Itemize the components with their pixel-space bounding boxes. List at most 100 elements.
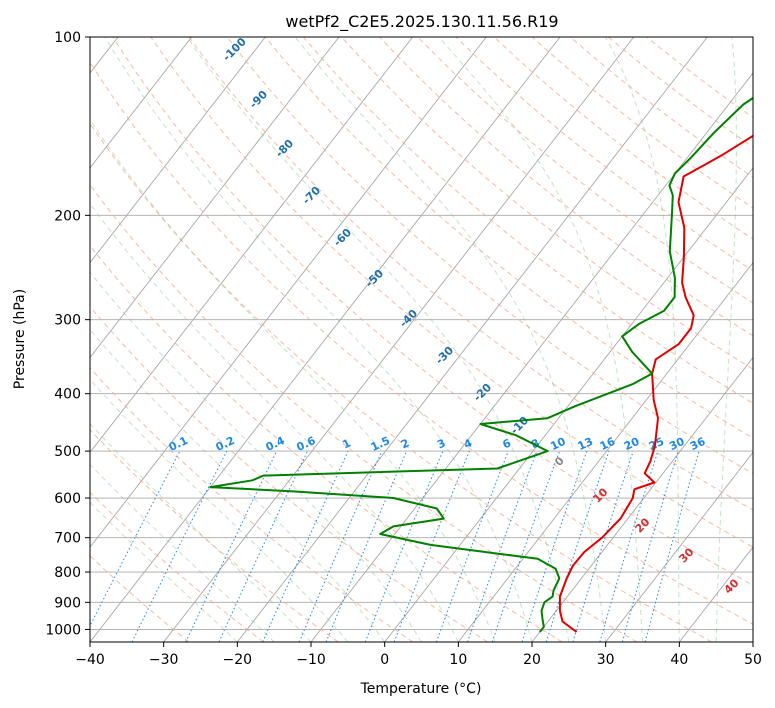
moist-adiabat-line (438, 37, 643, 642)
dry-adiabat-label: -20 (471, 381, 494, 404)
x-axis: −40 −30 −20 −10 0 10 20 30 40 50 (75, 642, 762, 668)
isotherm-line (531, 356, 753, 642)
dry-adiabat-line (188, 37, 753, 511)
dry-adiabat-line (608, 37, 753, 148)
isotherm-line (90, 37, 414, 454)
dry-adiabat-line (112, 37, 753, 586)
dry-adiabat-line (569, 37, 753, 178)
dry-adiabat-line (493, 37, 753, 240)
x-tick-label: −20 (223, 652, 253, 668)
y-tick-label: 1000 (45, 622, 81, 638)
y-tick-label: 400 (54, 387, 81, 403)
mixing-ratio-line (393, 450, 470, 642)
temperature-profile (558, 134, 753, 633)
mixing-ratio-label: 1 (340, 436, 352, 451)
profile-series (209, 96, 753, 633)
moist-adiabat-line (90, 463, 275, 642)
x-tick-label: −10 (296, 652, 326, 668)
dry-adiabat-label: -40 (397, 307, 420, 330)
y-tick-label: 500 (54, 444, 81, 460)
mixing-ratio-line (467, 450, 538, 642)
x-tick-label: −30 (149, 652, 179, 668)
isotherm-line (163, 37, 635, 642)
dry-adiabat-line (90, 491, 264, 642)
dry-adiabat-label: -60 (331, 226, 354, 249)
moist-adiabat-line (104, 37, 533, 642)
mixing-ratio-line (545, 450, 610, 642)
isotherm-line (90, 37, 487, 548)
moist-adiabat-line (90, 423, 312, 642)
isotherm-line (236, 37, 708, 642)
dry-adiabat-line (90, 367, 414, 642)
x-tick-label: 20 (523, 652, 541, 668)
moist-adiabat-line (294, 37, 607, 642)
y-tick-label: 300 (54, 313, 81, 329)
line-labels: 0.1 0.2 0.4 0.6 1 1.5 2 3 4 6 8 10 13 16 20 25 30 36-100-… (167, 35, 742, 597)
mixing-ratio-label: 4 (462, 436, 475, 451)
y-tick-label: 600 (54, 491, 81, 507)
isotherm-line (384, 167, 753, 642)
dry-adiabat-line (379, 37, 753, 337)
moist-adiabat-label: 0 (552, 454, 567, 469)
y-tick-label: 700 (54, 531, 81, 547)
y-tick-label: 800 (54, 565, 81, 581)
isotherm-line (752, 641, 753, 642)
mixing-ratio-label: 36 (688, 435, 708, 453)
isotherm-line (90, 37, 266, 264)
x-tick-label: 40 (670, 652, 688, 668)
mixing-ratio-label: 13 (576, 435, 595, 453)
y-tick-label: 200 (54, 208, 81, 224)
dry-adiabat-label: -100 (220, 35, 249, 64)
x-tick-label: −40 (75, 652, 105, 668)
dry-adiabat-line (90, 122, 712, 642)
dewpoint-profile (209, 96, 753, 633)
moist-adiabat-line (715, 37, 737, 642)
dry-adiabat-line (226, 37, 753, 475)
plot-frame (89, 36, 754, 643)
mixing-ratio-line (435, 450, 509, 642)
mixing-ratio-line (364, 450, 444, 642)
dry-adiabat-line (264, 37, 753, 439)
x-tick-label: 30 (597, 652, 615, 668)
isotherm-line (90, 37, 340, 359)
mixing-ratio-line (599, 450, 659, 642)
y-tick-label: 100 (54, 30, 81, 46)
dry-adiabat-line (455, 37, 753, 272)
isotherm-line (310, 72, 753, 642)
mixing-ratio-label: 16 (598, 435, 618, 453)
mixing-ratio-line (298, 450, 383, 642)
mixing-ratio-line (521, 450, 588, 642)
mixing-ratio-label: 20 (622, 435, 642, 453)
mixing-ratio-line (491, 450, 561, 642)
dry-adiabat-line (90, 428, 339, 642)
dry-adiabat-line (90, 61, 753, 625)
mixing-ratio-label: 6 (501, 436, 514, 451)
x-axis-label: Temperature (°C) (360, 681, 482, 697)
mixing-ratio-line (218, 450, 308, 642)
dry-adiabat-label: -90 (247, 88, 270, 111)
mixing-ratio-line (131, 450, 228, 642)
background-lines (90, 37, 753, 642)
moist-adiabat-label: 30 (677, 545, 697, 565)
x-tick-label: 10 (449, 652, 467, 668)
dry-adiabat-line (90, 184, 638, 642)
mixing-ratio-line (621, 450, 679, 642)
mixing-ratio-line (325, 450, 408, 642)
mixing-ratio-label: 25 (647, 435, 666, 453)
mixing-ratio-line (90, 450, 181, 628)
dry-adiabat-line (150, 37, 753, 548)
isotherm-line (605, 451, 753, 642)
dry-adiabat-line (90, 305, 488, 642)
x-tick-label: 50 (744, 652, 762, 668)
moist-adiabat-label: 40 (722, 576, 742, 596)
moist-adiabat-line (186, 37, 570, 642)
moist-adiabat-line (90, 271, 422, 642)
dry-adiabat-line (531, 37, 753, 209)
dry-adiabat-line (303, 37, 753, 404)
dry-adiabat-line (341, 37, 753, 370)
moist-adiabat-line (90, 203, 459, 642)
isotherm-line (90, 37, 561, 642)
moist-adiabat-label: 10 (591, 485, 611, 505)
